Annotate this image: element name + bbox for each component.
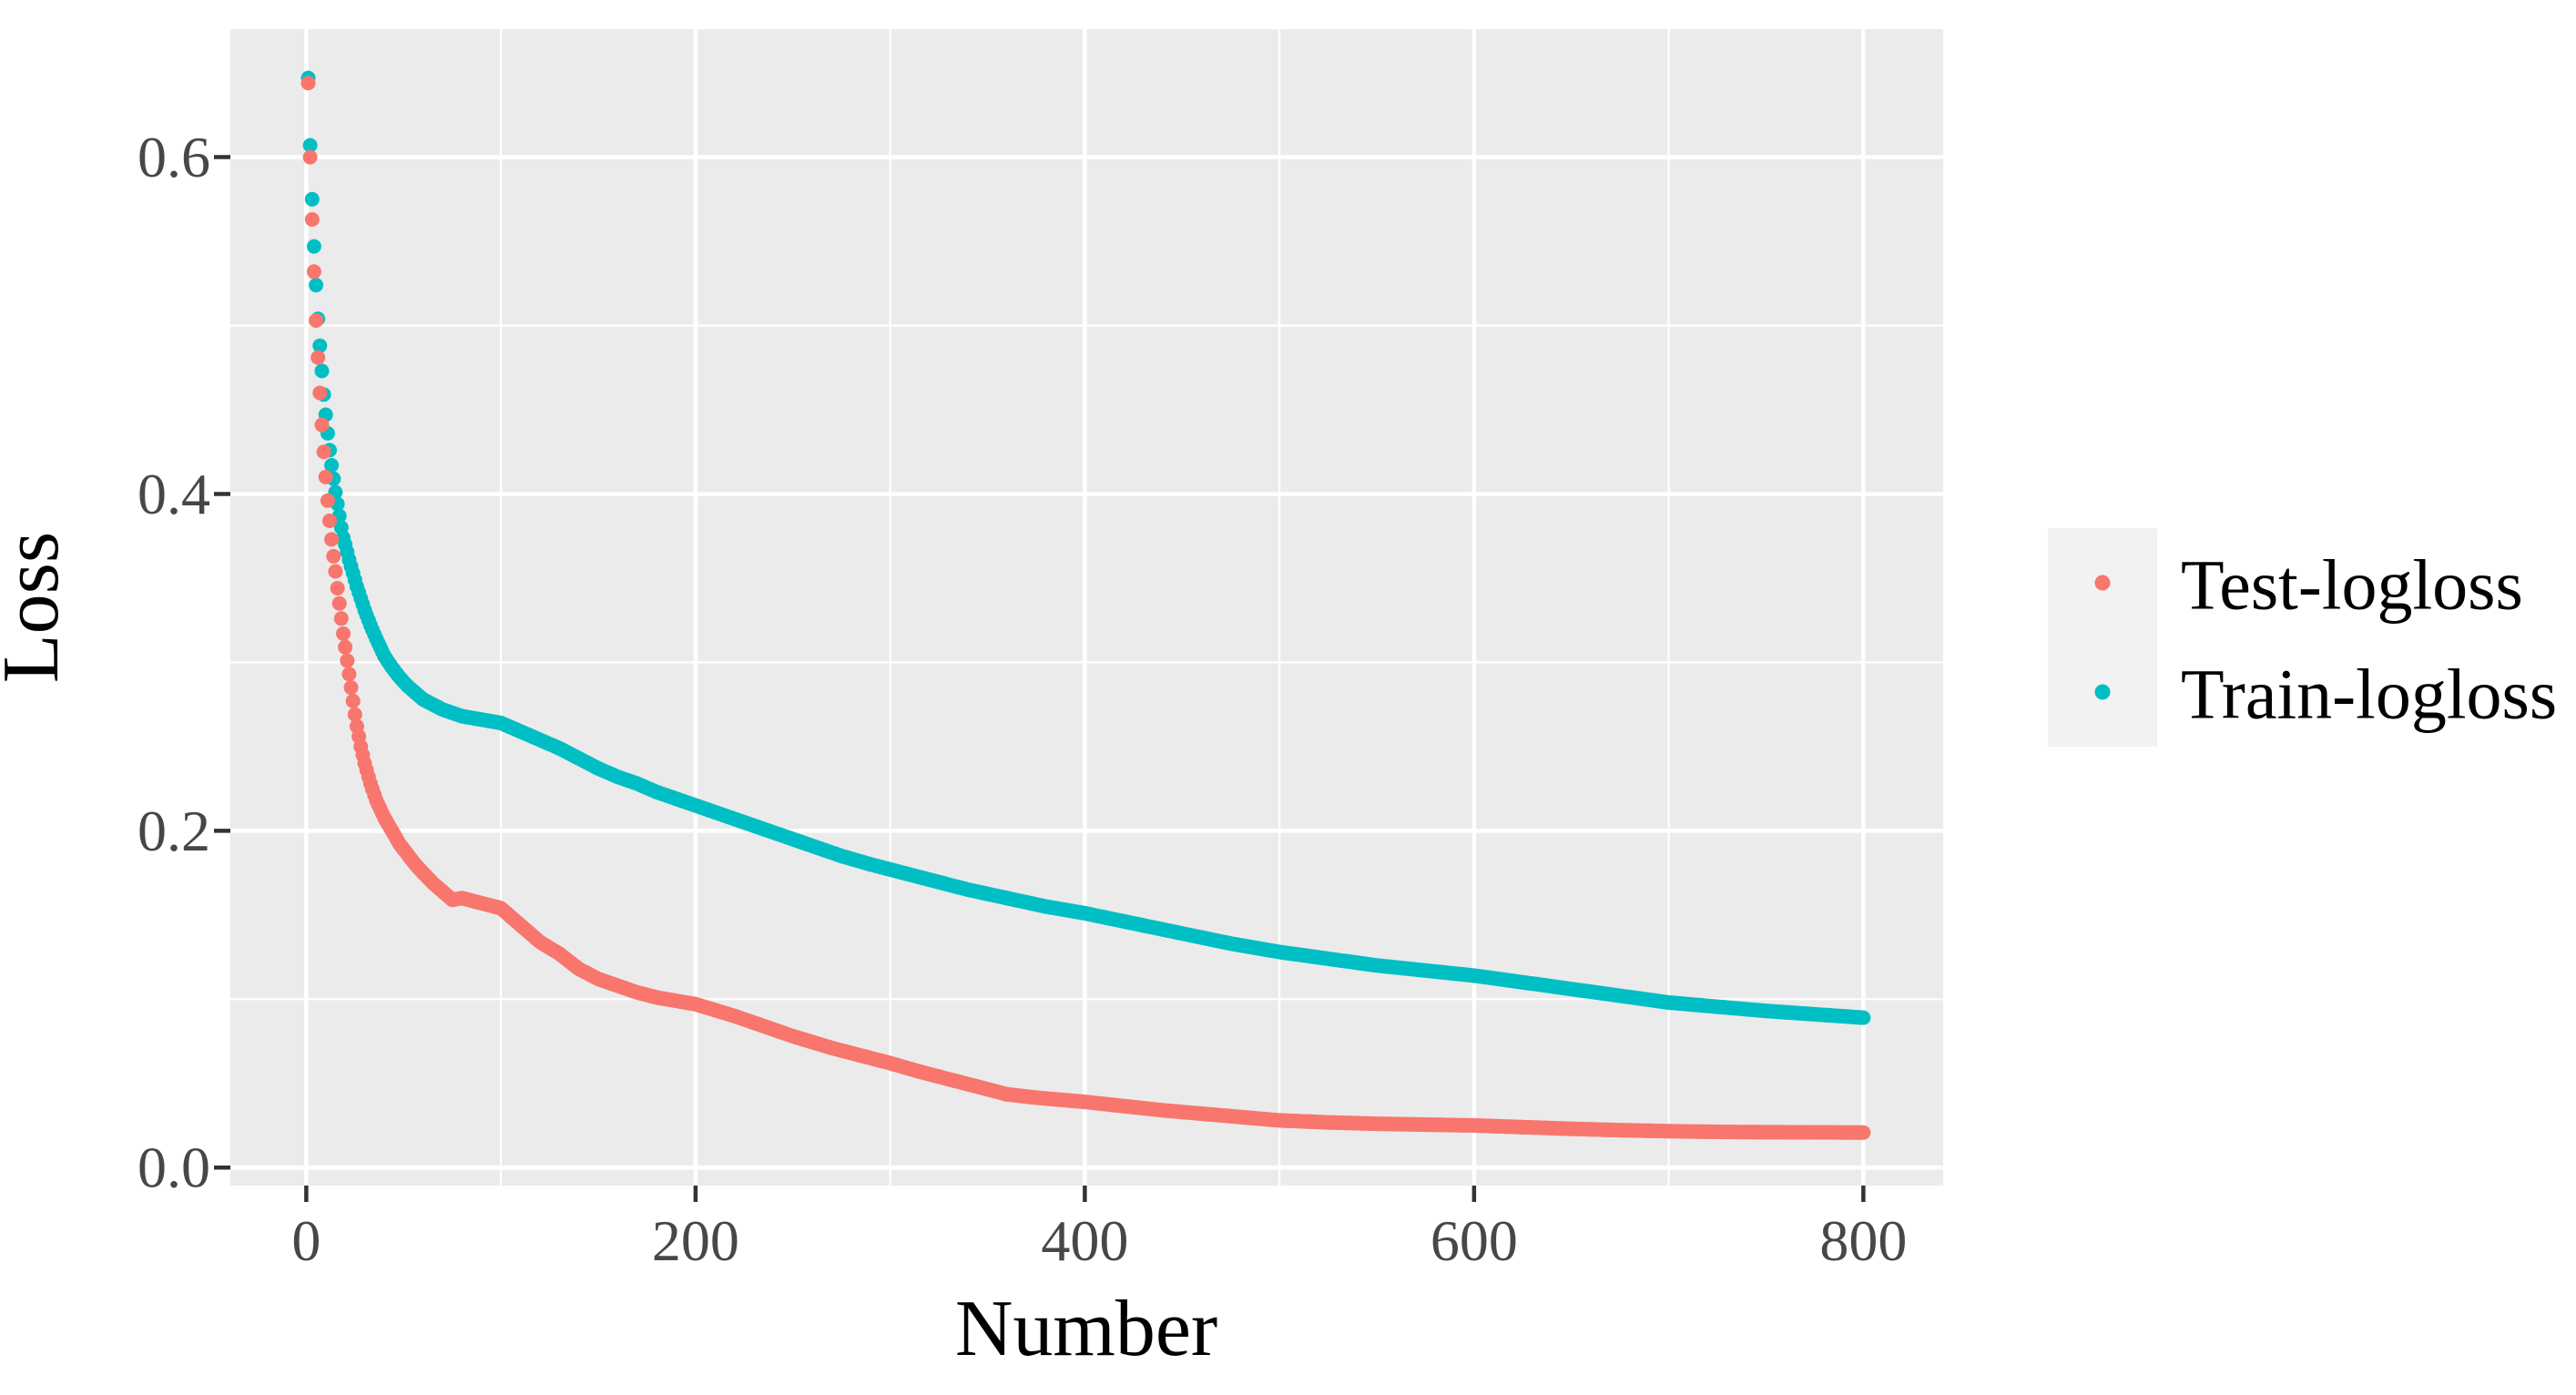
y-tick-label: 0.4 bbox=[137, 462, 210, 526]
legend-key-dot bbox=[2094, 575, 2111, 591]
data-point bbox=[340, 653, 355, 668]
train-logloss-points bbox=[300, 70, 1871, 1025]
axis-tick-marks bbox=[214, 155, 1866, 1202]
legend-label-train-logloss: Train-logloss bbox=[2181, 655, 2557, 734]
data-point bbox=[324, 458, 340, 473]
data-point bbox=[1856, 1010, 1871, 1025]
data-point bbox=[302, 149, 318, 165]
x-tick-label: 800 bbox=[1819, 1208, 1907, 1273]
data-series-layer bbox=[300, 70, 1871, 1140]
data-point bbox=[331, 596, 347, 611]
data-point bbox=[328, 564, 343, 579]
x-tick-label: 400 bbox=[1041, 1208, 1128, 1273]
data-point bbox=[311, 350, 326, 365]
data-point bbox=[314, 417, 330, 433]
data-point bbox=[347, 707, 362, 722]
data-point bbox=[336, 626, 351, 641]
x-tick-label: 200 bbox=[652, 1208, 739, 1273]
data-point bbox=[318, 469, 333, 484]
test-logloss-points bbox=[300, 76, 1871, 1140]
data-point bbox=[333, 611, 349, 626]
legend-label-test-logloss: Test-logloss bbox=[2181, 545, 2523, 625]
data-point bbox=[300, 76, 316, 91]
data-point bbox=[304, 191, 320, 207]
y-tick-label: 0.2 bbox=[137, 799, 210, 863]
legend-key-dot bbox=[2094, 684, 2111, 700]
data-point bbox=[316, 444, 331, 460]
x-axis-title: Number bbox=[955, 1285, 1217, 1373]
data-point bbox=[324, 532, 340, 547]
y-axis-title: Loss bbox=[0, 532, 76, 683]
data-point bbox=[312, 385, 328, 401]
x-tick-label: 600 bbox=[1431, 1208, 1518, 1273]
data-point bbox=[326, 548, 341, 564]
data-point bbox=[1856, 1125, 1871, 1140]
data-point bbox=[306, 264, 321, 280]
x-tick-label: 0 bbox=[291, 1208, 321, 1273]
data-point bbox=[314, 363, 330, 379]
data-point bbox=[338, 639, 353, 655]
x-axis-tick-labels: 0 200 400 600 800 bbox=[291, 1208, 1907, 1273]
data-point bbox=[304, 212, 320, 227]
data-point bbox=[322, 514, 337, 528]
data-point bbox=[341, 667, 357, 682]
data-point bbox=[309, 313, 324, 328]
legend-key-boxes bbox=[2048, 528, 2157, 747]
y-tick-label: 0.6 bbox=[137, 125, 210, 189]
legend: Test-logloss Train-logloss bbox=[2048, 528, 2557, 747]
data-point bbox=[312, 338, 328, 353]
y-tick-label: 0.0 bbox=[137, 1135, 210, 1200]
data-point bbox=[309, 278, 324, 293]
data-point bbox=[320, 493, 335, 508]
data-point bbox=[306, 239, 321, 254]
data-point bbox=[302, 137, 318, 153]
data-point bbox=[343, 680, 359, 696]
data-point bbox=[345, 693, 361, 708]
data-point bbox=[330, 581, 345, 596]
y-axis-tick-labels: 0.0 0.2 0.4 0.6 bbox=[137, 125, 210, 1200]
